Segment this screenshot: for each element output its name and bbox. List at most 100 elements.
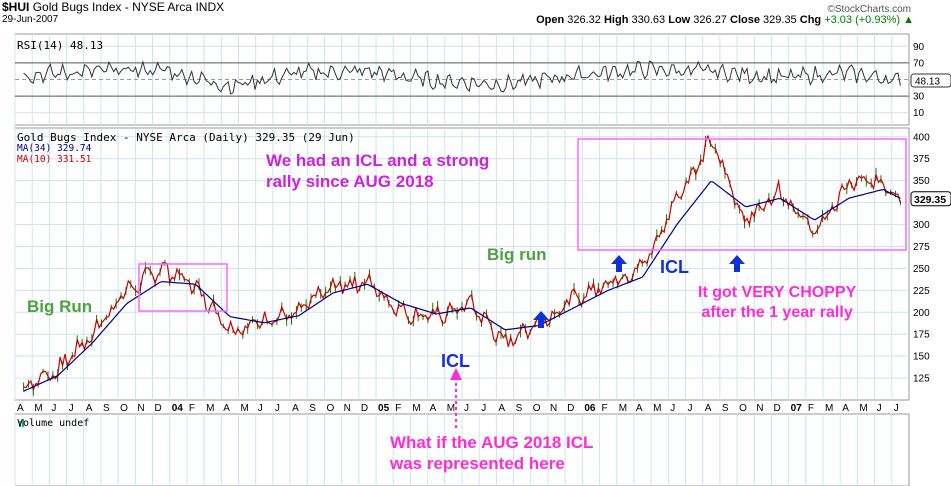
high-value: 330.63 (631, 14, 666, 26)
y-tick-label: 250 (913, 264, 930, 275)
x-tick-label: A (636, 403, 643, 414)
x-tick-label: D (567, 403, 574, 414)
rsi-value-tag (910, 73, 951, 88)
x-tick-label: F (602, 403, 608, 414)
y-tick-label: 125 (913, 374, 930, 385)
y-tick-label: 225 (913, 286, 930, 297)
y-tick-label: 375 (913, 154, 930, 165)
annotation-choppy-line2: after the 1 year rally (701, 304, 853, 321)
price-tag (910, 191, 951, 207)
open-label: Open (536, 14, 565, 26)
x-tick-label: J (688, 403, 693, 414)
header-title: $HUI Gold Bugs Index - NYSE Arca INDX (2, 0, 224, 14)
x-tick-label: M (859, 403, 867, 414)
stockcharts-logo: ©StockCharts.com (827, 4, 911, 15)
x-tick-label: J (481, 403, 486, 414)
annotation-icl-rally: We had an ICL and a strong rally since A… (266, 150, 489, 193)
x-tick-label: A (430, 403, 437, 414)
x-tick-label: M (653, 403, 661, 414)
x-tick-label: A (842, 403, 849, 414)
x-tick-label: M (206, 403, 214, 414)
chg-label: Chg (799, 14, 822, 26)
exchange: INDX (195, 0, 225, 14)
ma34-line (23, 181, 901, 392)
x-tick-label: M (447, 403, 455, 414)
up-arrow-icon (729, 255, 745, 272)
rsi-value-tag-text: 48.13 (915, 77, 940, 88)
x-tick-label: F (395, 403, 401, 414)
x-tick-label: J (464, 403, 469, 414)
x-tick-label: O (739, 403, 747, 414)
chg-value: +3.03 (+0.93%) (824, 14, 901, 26)
x-tick-label: F (808, 403, 814, 414)
x-tick-label: M (619, 403, 627, 414)
x-tick-label: J (670, 403, 675, 414)
x-tick-label: N (550, 403, 557, 414)
x-tick-label: J (877, 403, 882, 414)
dashed-arrow-head-icon (450, 368, 462, 380)
x-tick-label: M (34, 403, 42, 414)
x-tick-label: M (412, 403, 420, 414)
y-tick-label: 400 (913, 132, 930, 143)
annotation-big-run-mid: Big run (487, 245, 547, 264)
annotation-choppy-line1: It got VERY CHOPPY (698, 284, 857, 301)
x-tick-label: 04 (172, 403, 184, 414)
x-tick-label: A (498, 403, 505, 414)
close-value: 329.35 (763, 14, 797, 26)
rsi-tick-label: 30 (913, 92, 925, 103)
x-tick-label: S (722, 403, 729, 414)
high-label: High (603, 14, 629, 26)
ma10-legend: MA(10) 331.51 (17, 154, 92, 165)
x-tick-label: J (894, 403, 899, 414)
x-tick-label: A (292, 403, 299, 414)
annotation-choppy: It got VERY CHOPPY after the 1 year rall… (698, 283, 856, 323)
annotation-icl-right: ICL (660, 257, 689, 277)
rsi-tick-label: 90 (913, 42, 925, 53)
x-tick-label: S (309, 403, 316, 414)
x-tick-label: J (258, 403, 263, 414)
rsi-line (23, 60, 901, 95)
index-name: Gold Bugs Index - NYSE Arca (32, 0, 193, 14)
rsi-tick-label: 10 (913, 108, 925, 119)
x-tick-label: D (361, 403, 368, 414)
x-tick-label: M (241, 403, 249, 414)
y-tick-label: 275 (913, 242, 930, 253)
main-title: Gold Bugs Index - NYSE Arca (Daily) 329.… (17, 131, 355, 144)
x-tick-label: N (756, 403, 763, 414)
x-tick-label: A (86, 403, 93, 414)
close-label: Close (730, 14, 760, 26)
volume-icon (19, 421, 21, 427)
x-tick-label: A (223, 403, 230, 414)
x-tick-label: M (825, 403, 833, 414)
annotation-what-if-line1: What if the AUG 2018 ICL (390, 433, 594, 452)
x-tick-label: A (705, 403, 712, 414)
x-tick-label: N (137, 403, 144, 414)
annotation-icl-mid: ICL (441, 351, 470, 371)
price-tag-text: 329.35 (914, 194, 946, 206)
x-tick-label: F (189, 403, 195, 414)
open-value: 326.32 (567, 14, 601, 26)
low-value: 326.27 (693, 14, 727, 26)
chart-date: 29-Jun-2007 (2, 14, 59, 25)
x-tick-label: D (773, 403, 780, 414)
x-tick-label: J (51, 403, 56, 414)
up-arrow-icon (533, 311, 549, 328)
x-tick-label: S (103, 403, 110, 414)
annotation-icl-rally-line1: We had an ICL and a strong (266, 151, 490, 170)
volume-label: Volume undef (17, 418, 90, 429)
rsi-label: RSI(14) 48.13 (17, 39, 104, 52)
y-tick-label: 350 (913, 176, 930, 187)
ohlc-readout: Open 326.32 High 330.63 Low 326.27 Close… (536, 14, 914, 26)
x-tick-label: O (326, 403, 334, 414)
x-tick-label: A (17, 403, 24, 414)
x-tick-label: O (533, 403, 541, 414)
ma34-legend: MA(34) 329.74 (17, 143, 92, 154)
x-tick-label: O (120, 403, 128, 414)
volume-icon (22, 419, 24, 427)
annotation-icl-rally-line2: rally since AUG 2018 (266, 172, 434, 192)
x-tick-label: D (155, 403, 162, 414)
x-tick-label: 06 (584, 403, 596, 414)
y-tick-label: 175 (913, 330, 930, 341)
rsi-tick-label: 70 (913, 58, 925, 69)
annotation-what-if: What if the AUG 2018 ICL was represented… (390, 432, 593, 475)
